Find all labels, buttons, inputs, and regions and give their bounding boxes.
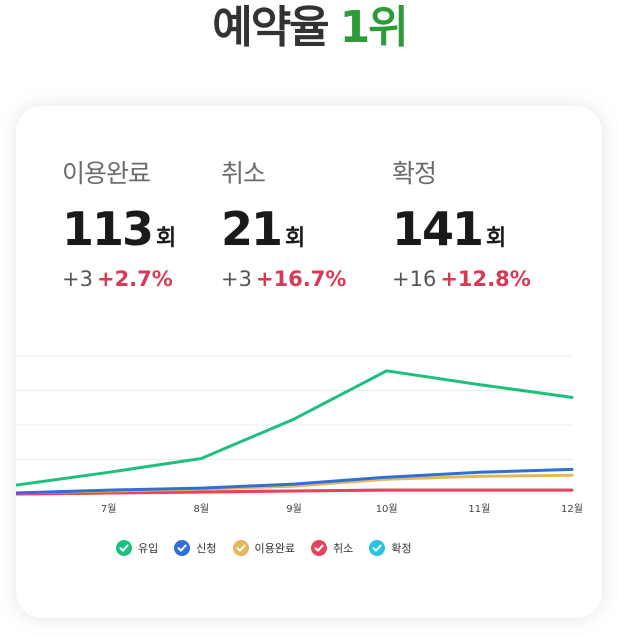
legend-label: 유입	[138, 542, 159, 555]
stat-delta: +3	[221, 267, 252, 291]
check-circle-icon	[369, 540, 386, 556]
legend-item-cancelled[interactable]: 취소	[310, 540, 354, 556]
legend-label: 취소	[332, 542, 354, 555]
line-chart: 7월 8월 9월 10월 11월 12월	[16, 355, 583, 515]
legend-label: 이용완료	[254, 542, 295, 555]
x-tick-label: 8월	[194, 503, 210, 515]
stat-unit: 회	[156, 226, 177, 251]
x-tick-label: 12월	[561, 503, 583, 515]
check-circle-icon	[310, 540, 327, 556]
legend-label: 신청	[196, 542, 217, 555]
stat-cancelled: 취소 21 회 +3 +16.7%	[221, 156, 346, 294]
stat-value: 113	[62, 202, 154, 256]
stat-label: 취소	[221, 159, 266, 188]
series-line	[16, 488, 574, 496]
stat-confirmed: 확정 141 회 +16 +12.8%	[392, 156, 531, 294]
x-tick-label: 7월	[101, 503, 117, 515]
stat-percent: +16.7%	[255, 267, 347, 291]
legend-item-confirmed[interactable]: 확정	[369, 540, 411, 556]
legend-label: 확정	[391, 542, 412, 555]
x-tick-label: 9월	[286, 503, 302, 515]
series-line	[16, 467, 574, 495]
headline-text: 예약율	[212, 2, 329, 53]
stat-percent: +2.7%	[96, 267, 173, 291]
stats-card: 이용완료 113 회 +3 +2.7% 취소 21 회 +3 +16.7% 확정 1…	[16, 106, 602, 618]
stat-label: 이용완료	[62, 159, 151, 188]
legend-item-inflow[interactable]: 유입	[116, 540, 158, 556]
stat-value: 21	[221, 202, 283, 256]
stat-label: 확정	[392, 159, 437, 188]
stat-unit: 회	[486, 226, 507, 251]
stat-completed: 이용완료 113 회 +3 +2.7%	[62, 156, 176, 294]
x-tick-label: 11월	[468, 503, 490, 515]
stat-delta: +16	[392, 267, 437, 291]
check-circle-icon	[116, 540, 132, 556]
chart-series	[16, 369, 574, 496]
page-headline: 예약율 1위	[0, 0, 619, 62]
legend-item-request[interactable]: 신청	[174, 540, 217, 556]
chart-legend: 유입 신청 이용완료 취소 확정	[116, 536, 411, 560]
x-tick-label: 10월	[376, 503, 398, 515]
check-circle-icon	[232, 540, 249, 556]
chart-x-axis: 7월 8월 9월 10월 11월 12월	[101, 503, 583, 515]
stat-percent: +12.8%	[440, 267, 531, 291]
stat-value: 141	[392, 202, 484, 256]
headline-accent: 1위	[339, 2, 409, 53]
stat-delta: +3	[62, 267, 93, 291]
check-circle-icon	[174, 540, 191, 556]
series-line	[16, 369, 574, 487]
stat-unit: 회	[285, 226, 306, 251]
legend-item-completed[interactable]: 이용완료	[232, 540, 295, 556]
